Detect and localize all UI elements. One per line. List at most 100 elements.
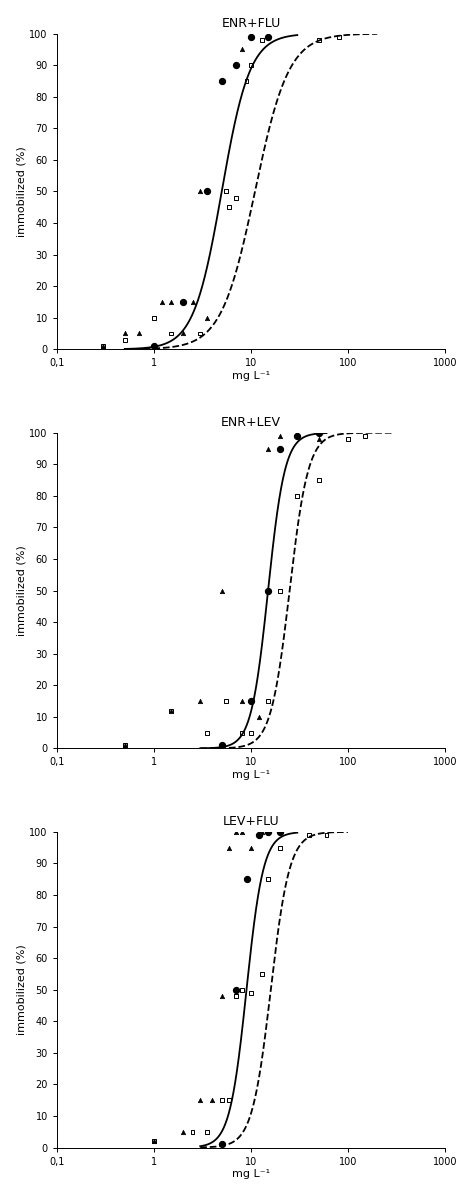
Point <box>150 1131 158 1151</box>
Point <box>218 581 226 600</box>
Point <box>238 724 246 743</box>
Point <box>158 292 165 311</box>
Point <box>167 701 175 720</box>
Point <box>203 1122 210 1141</box>
Point <box>344 429 352 448</box>
Point <box>196 691 204 710</box>
Point <box>247 691 255 710</box>
X-axis label: mg L⁻¹: mg L⁻¹ <box>232 1170 270 1179</box>
Point <box>226 1091 233 1110</box>
Point <box>247 691 255 710</box>
Point <box>167 324 175 343</box>
Point <box>293 423 301 443</box>
Point <box>264 823 272 842</box>
Point <box>247 55 255 74</box>
Point <box>264 581 272 600</box>
Point <box>238 823 246 842</box>
Point <box>255 707 263 726</box>
Point <box>315 30 323 49</box>
Point <box>238 39 246 59</box>
Point <box>209 1091 216 1110</box>
Point <box>335 28 342 47</box>
Point <box>232 987 240 1006</box>
Point <box>264 28 272 47</box>
Point <box>315 429 323 448</box>
Point <box>179 324 187 343</box>
Point <box>121 736 128 755</box>
Point <box>232 823 240 842</box>
Point <box>218 1091 226 1110</box>
Point <box>218 987 226 1006</box>
Point <box>189 1122 196 1141</box>
Point <box>276 439 284 458</box>
Point <box>196 1091 204 1110</box>
Point <box>323 825 330 844</box>
Point <box>179 292 187 311</box>
Point <box>232 188 240 207</box>
Point <box>150 1131 158 1151</box>
Y-axis label: immobilized (%): immobilized (%) <box>17 146 27 237</box>
Point <box>238 691 246 710</box>
Point <box>293 426 301 445</box>
Point <box>150 309 158 328</box>
Point <box>150 336 158 355</box>
Point <box>135 324 143 343</box>
Title: ENR+FLU: ENR+FLU <box>221 17 281 30</box>
Point <box>238 981 246 1000</box>
Point <box>226 197 233 216</box>
Point <box>255 825 263 844</box>
Point <box>222 182 229 201</box>
Point <box>264 691 272 710</box>
Point <box>226 838 233 858</box>
Point <box>222 691 229 710</box>
X-axis label: mg L⁻¹: mg L⁻¹ <box>232 770 270 780</box>
Point <box>218 1135 226 1154</box>
Point <box>247 28 255 47</box>
Point <box>196 182 204 201</box>
Point <box>167 701 175 720</box>
Point <box>218 72 226 91</box>
Point <box>276 581 284 600</box>
Point <box>243 72 250 91</box>
Point <box>100 336 107 355</box>
Point <box>315 470 323 489</box>
X-axis label: mg L⁻¹: mg L⁻¹ <box>232 371 270 382</box>
Point <box>121 736 128 755</box>
Point <box>167 292 175 311</box>
Title: LEV+FLU: LEV+FLU <box>223 814 279 828</box>
Point <box>189 292 196 311</box>
Point <box>218 72 226 91</box>
Point <box>247 724 255 743</box>
Point <box>247 983 255 1002</box>
Point <box>179 292 187 311</box>
Point <box>276 426 284 445</box>
Point <box>264 439 272 458</box>
Title: ENR+LEV: ENR+LEV <box>221 416 281 429</box>
Point <box>218 736 226 755</box>
Y-axis label: immobilized (%): immobilized (%) <box>17 545 27 636</box>
Point <box>361 426 369 445</box>
Point <box>258 964 266 983</box>
Point <box>203 182 210 201</box>
Point <box>247 838 255 858</box>
Point <box>276 823 284 842</box>
Point <box>203 309 210 328</box>
Point <box>232 55 240 74</box>
Point <box>264 869 272 889</box>
Point <box>258 823 266 842</box>
Point <box>258 30 266 49</box>
Point <box>203 724 210 743</box>
Point <box>306 825 313 844</box>
Point <box>232 981 240 1000</box>
Point <box>293 487 301 506</box>
Point <box>232 55 240 74</box>
Point <box>121 330 128 349</box>
Y-axis label: immobilized (%): immobilized (%) <box>17 945 27 1035</box>
Point <box>315 423 323 443</box>
Point <box>276 838 284 858</box>
Point <box>264 823 272 842</box>
Point <box>179 1122 187 1141</box>
Point <box>196 324 204 343</box>
Point <box>121 324 128 343</box>
Point <box>276 823 284 842</box>
